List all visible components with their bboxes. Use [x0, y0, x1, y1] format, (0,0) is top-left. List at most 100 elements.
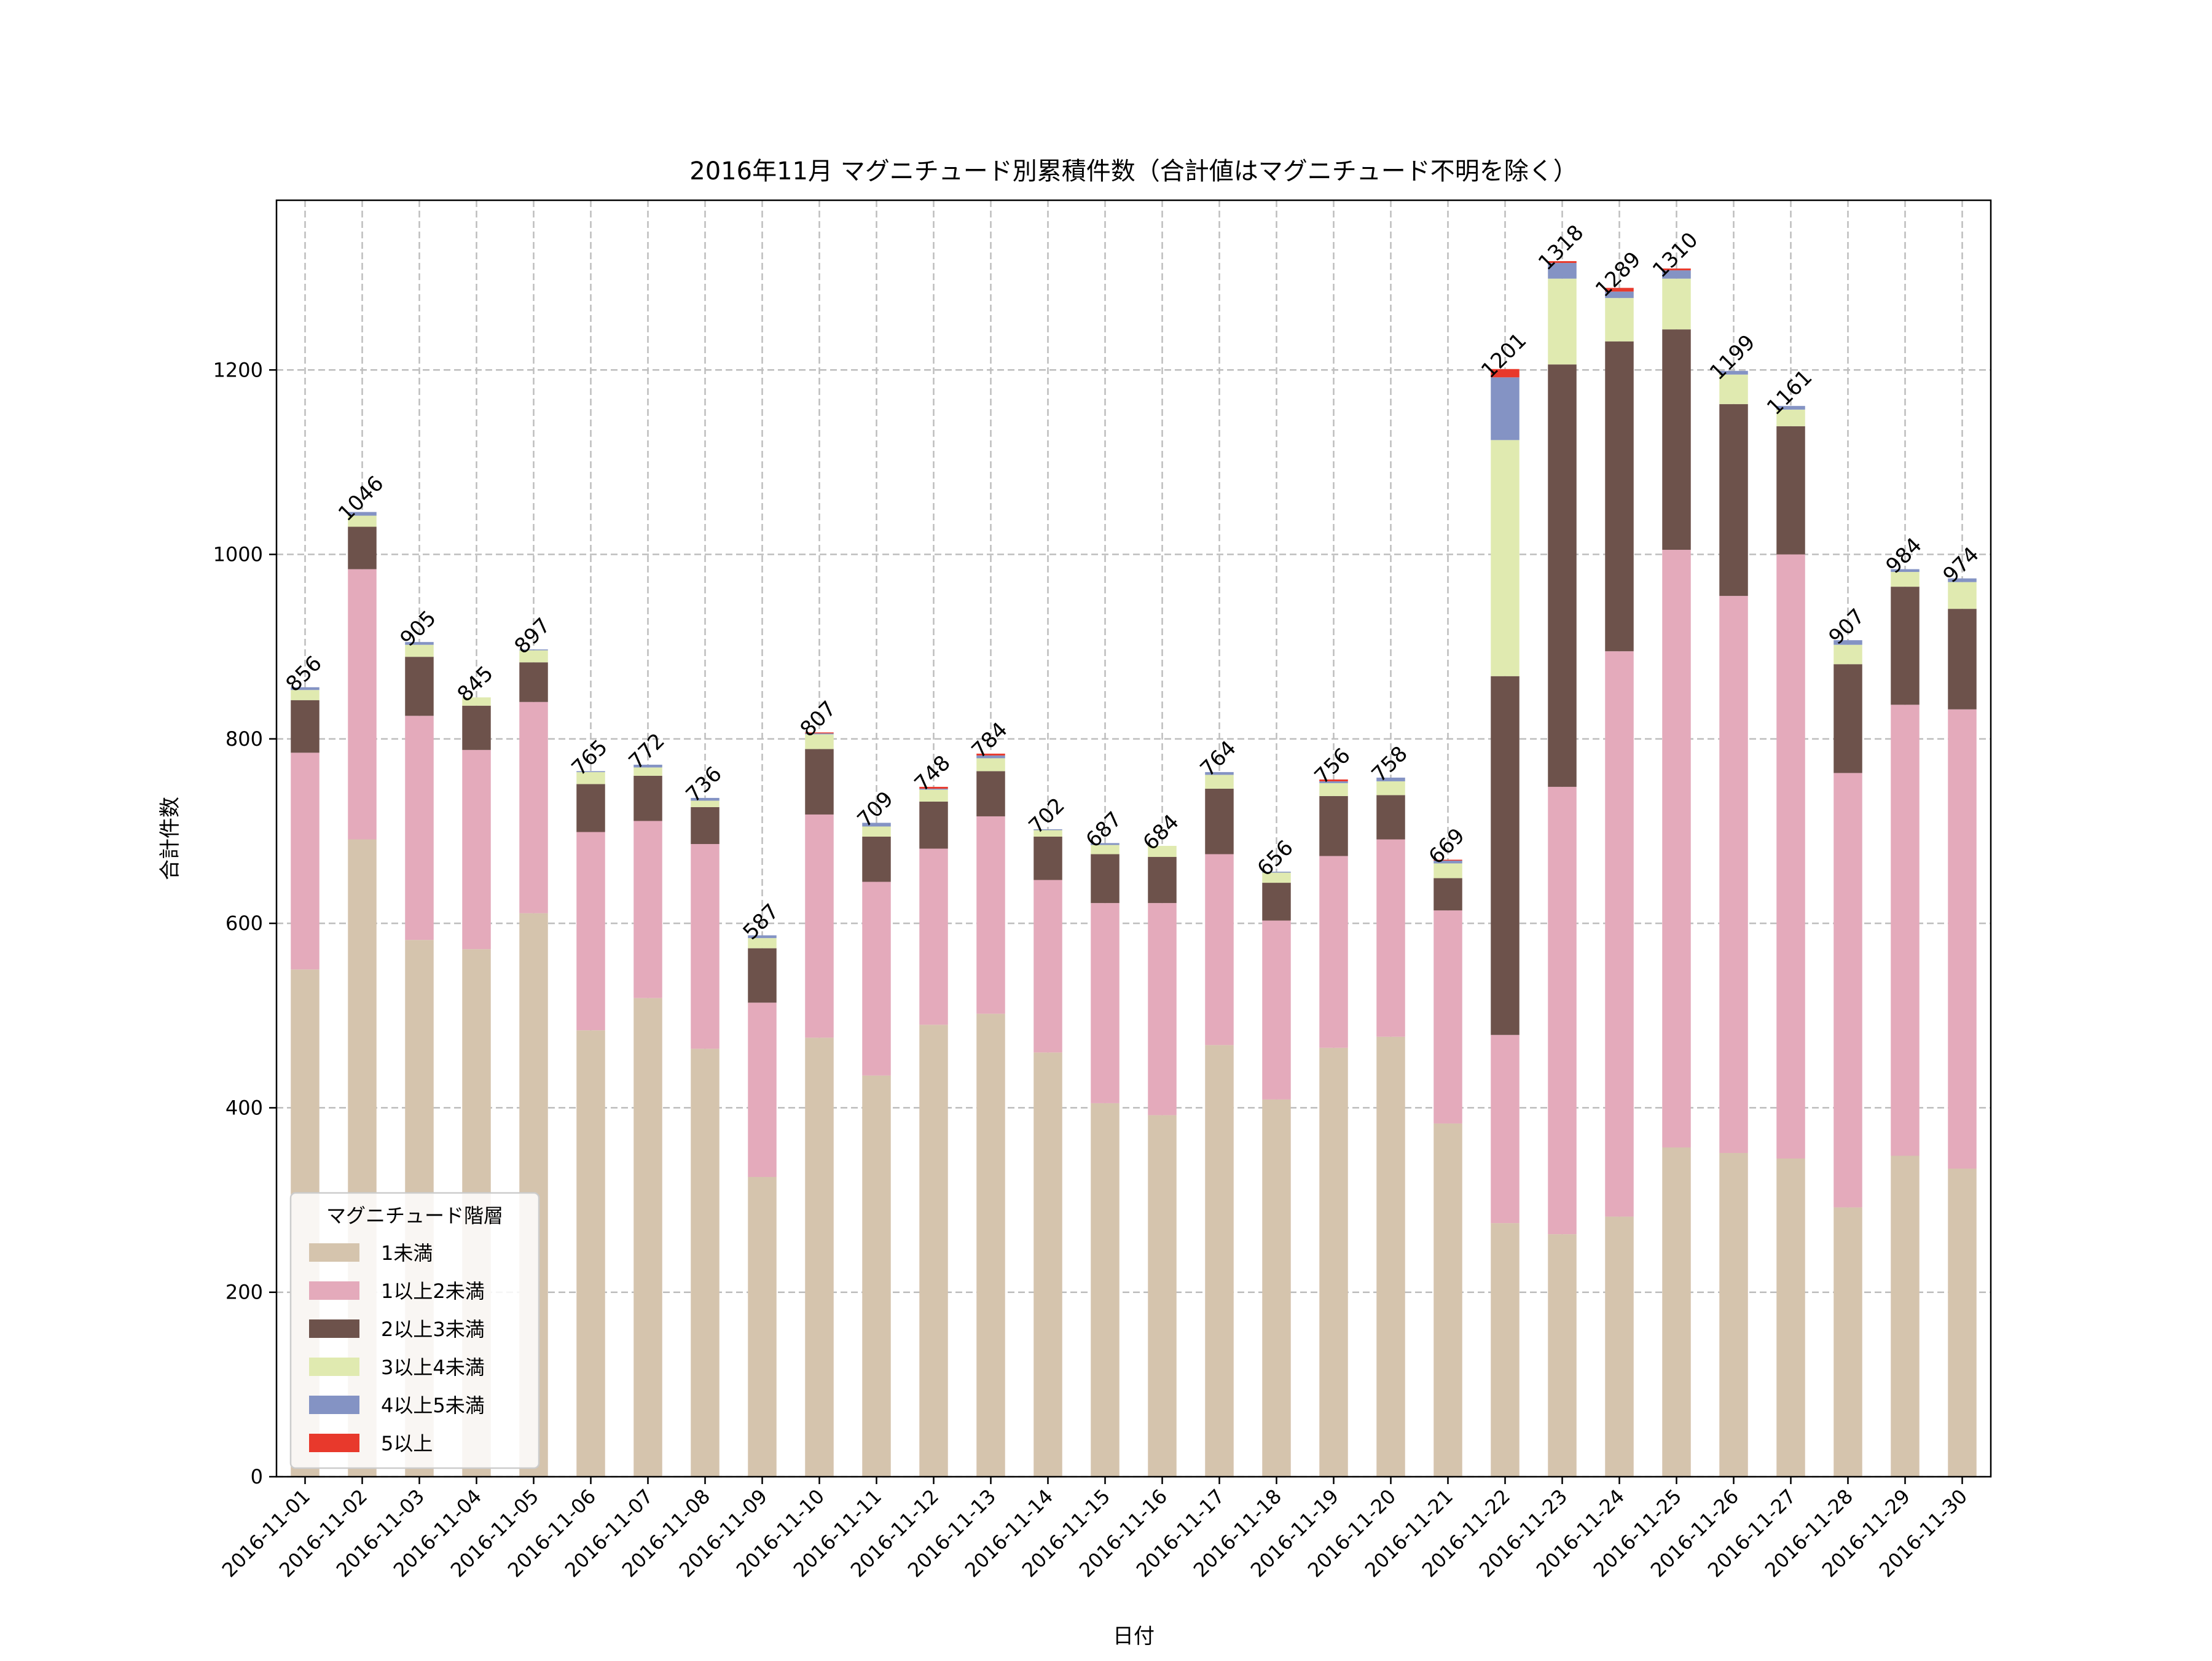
bar-segment [976, 816, 1005, 1014]
bar-segment [1376, 777, 1405, 781]
legend-label: 1以上2未満 [381, 1280, 485, 1303]
bar-segment [1091, 903, 1120, 1103]
bar-segment [805, 734, 834, 749]
bar-segment [1491, 676, 1520, 1035]
bar-segment [519, 650, 548, 663]
bar-segment [1033, 830, 1062, 837]
bar-segment [1548, 263, 1577, 279]
bar-segment [576, 771, 605, 772]
bar-segment [1148, 846, 1177, 858]
bar-segment [862, 823, 891, 827]
legend: マグニチュード階層 1未満 1以上2未満 2以上3未満 3以上4未満 4以上5未満 5以上 [289, 1192, 540, 1469]
y-tick-label: 600 [226, 912, 263, 935]
bar-segment [1891, 587, 1920, 705]
bar-segment [1033, 829, 1062, 830]
bar-segment [1948, 578, 1977, 582]
bar-segment [1262, 872, 1291, 883]
bar-segment [348, 526, 377, 569]
bar-segment [1719, 404, 1748, 596]
y-tick-label: 200 [226, 1281, 263, 1304]
bar-segment [462, 697, 491, 706]
bar-segment [691, 1049, 720, 1477]
legend-swatch [309, 1358, 359, 1376]
bar-segment [1834, 773, 1862, 1208]
bar-segment [1262, 872, 1291, 873]
bar-segment [1319, 1047, 1348, 1477]
bar-segment [1548, 786, 1577, 1235]
bar-segment [1491, 377, 1520, 440]
bar-segment [919, 801, 948, 849]
bar-segment [1776, 405, 1805, 410]
bar-segment [1433, 878, 1462, 911]
bar-segment [633, 767, 662, 776]
bar-segment [462, 705, 491, 750]
bar-segment [1662, 270, 1691, 279]
legend-label: 4以上5未満 [381, 1394, 485, 1417]
bar-segment [348, 569, 377, 840]
bar-segment [1776, 1159, 1805, 1477]
bar-segment [1834, 640, 1862, 645]
bar-segment [1091, 854, 1120, 904]
bar-segment [291, 687, 320, 690]
bar-segment [919, 848, 948, 1025]
bar-segment [519, 702, 548, 913]
bar-segment [1376, 781, 1405, 795]
bar-segment [1319, 779, 1348, 781]
bar-segment [1719, 374, 1748, 404]
bar-segment [919, 788, 948, 790]
bar-segment [576, 1030, 605, 1477]
bar-segment [919, 789, 948, 802]
y-tick-label: 800 [226, 727, 263, 751]
bar-segment [1662, 1147, 1691, 1477]
bar-segment [1262, 920, 1291, 1100]
plot-frame [275, 199, 1992, 1478]
bar-segment [1491, 440, 1520, 676]
bar-segment [748, 935, 777, 939]
bar-segment [1205, 1045, 1234, 1477]
bar-segment [1376, 839, 1405, 1037]
bar-segment [1148, 903, 1177, 1116]
bar-segment [862, 881, 891, 1076]
bar-segment [691, 807, 720, 845]
bar-segment [862, 826, 891, 837]
bar-segment [1433, 910, 1462, 1124]
bar-segment [291, 752, 320, 970]
bar-segment [1605, 1216, 1634, 1477]
legend-label: 5以上 [381, 1432, 433, 1455]
bar-segment [1033, 1052, 1062, 1477]
bar-segment [1719, 596, 1748, 1153]
bar-segment [633, 775, 662, 821]
bar-segment [1319, 781, 1348, 783]
bar-segment [1605, 651, 1634, 1217]
legend-swatch [309, 1319, 359, 1338]
bar-segment [748, 1177, 777, 1477]
bar-segment [576, 784, 605, 832]
bar-segment [1262, 883, 1291, 921]
bar-segment [1605, 291, 1634, 299]
bar-segment [1148, 1115, 1177, 1477]
bar-segment [1834, 664, 1862, 773]
bar-segment [1262, 1099, 1291, 1477]
bar-segment [691, 800, 720, 807]
bar-segment [1719, 370, 1748, 375]
bar-segment [1605, 298, 1634, 342]
bar-segment [1719, 1152, 1748, 1477]
bar-segment [748, 938, 777, 948]
bar-segment [748, 1002, 777, 1178]
bar-segment [405, 657, 434, 716]
legend-swatch [309, 1243, 359, 1262]
bar-segment [805, 1038, 834, 1477]
legend-label: 2以上3未満 [381, 1318, 485, 1341]
y-axis-label: 合計件数 [158, 797, 182, 880]
bar-segment [1776, 554, 1805, 1159]
bar-segment [805, 733, 834, 735]
bar-segment [919, 786, 948, 789]
legend-items: 1未満 1以上2未満 2以上3未満 3以上4未満 4以上5未満 5以上 [309, 1241, 485, 1455]
bar-segment [748, 948, 777, 1003]
bar-segment [1834, 1207, 1862, 1477]
bar-segment [805, 814, 834, 1038]
bar-segment [976, 1014, 1005, 1477]
bar-segment [1948, 582, 1977, 609]
y-axis-ticks: 0 200 400 600 800 1000 1200 [213, 358, 276, 1488]
